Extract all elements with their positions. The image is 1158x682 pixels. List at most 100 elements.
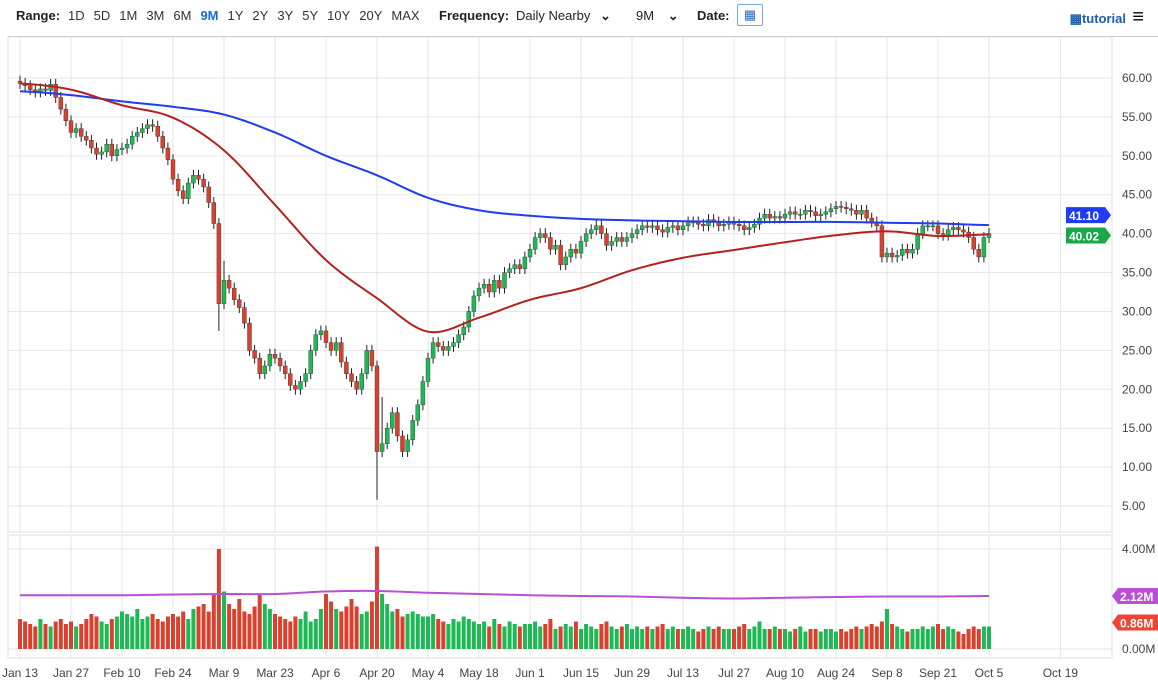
- volume-bar: [171, 614, 175, 649]
- volume-bar: [721, 629, 726, 649]
- candle-body: [578, 241, 584, 254]
- volume-bar: [191, 609, 196, 649]
- range-10y[interactable]: 10Y: [327, 8, 351, 23]
- candle-body: [497, 280, 502, 289]
- volume-bar: [844, 631, 849, 649]
- candle-body: [568, 249, 573, 258]
- volume-bar: [879, 621, 884, 649]
- candle-body: [808, 210, 813, 213]
- candle-body: [318, 330, 324, 336]
- volume-bar: [43, 624, 48, 649]
- candle-body: [53, 84, 58, 98]
- volume-bar: [762, 629, 767, 649]
- candle-body: [706, 219, 711, 227]
- calendar-icon[interactable]: ▦: [737, 4, 763, 26]
- hamburger-menu-icon[interactable]: ≡: [1132, 6, 1144, 28]
- range-3m[interactable]: 3M: [146, 8, 165, 23]
- volume-bar: [507, 621, 512, 649]
- volume-bar: [369, 601, 374, 649]
- volume-bar: [701, 629, 706, 649]
- range-5d[interactable]: 5D: [93, 8, 111, 23]
- tutorial-link[interactable]: ▦tutorial: [1070, 11, 1126, 27]
- volume-bar: [971, 626, 976, 649]
- candle-body: [283, 365, 288, 374]
- volume-bar: [400, 616, 405, 649]
- volume-bar: [308, 621, 313, 649]
- candle-body: [589, 229, 594, 234]
- volume-bar: [517, 626, 522, 649]
- candle-body: [594, 225, 599, 230]
- volume-bar: [533, 621, 538, 649]
- volume-bar: [910, 629, 915, 649]
- candle-body: [787, 211, 793, 215]
- range-1d[interactable]: 1D: [68, 8, 85, 23]
- candle-body: [772, 216, 777, 219]
- candle-body: [476, 287, 482, 297]
- range-20y[interactable]: 20Y: [359, 8, 383, 23]
- candle-body: [84, 136, 89, 141]
- candle-body: [135, 132, 140, 137]
- range-2y[interactable]: 2Y: [252, 8, 269, 23]
- candle-body: [517, 264, 522, 269]
- candle-body: [645, 225, 650, 228]
- period-dropdown[interactable]: 9M ⌄: [636, 8, 679, 24]
- candle-body: [155, 126, 160, 137]
- date-label: Date:: [697, 8, 730, 23]
- x-tick-label: Jun 29: [614, 666, 650, 680]
- range-1m[interactable]: 1M: [119, 8, 138, 23]
- candle-body: [915, 233, 920, 250]
- candle-body: [379, 443, 385, 452]
- volume-bar: [74, 626, 79, 649]
- range-6m[interactable]: 6M: [173, 8, 192, 23]
- candle-body: [798, 213, 803, 216]
- volume-bar: [630, 629, 634, 649]
- candle-body: [262, 365, 267, 374]
- candle-body: [293, 385, 298, 390]
- volume-bar: [803, 631, 808, 649]
- volume-bar: [79, 624, 84, 649]
- volume-bar: [981, 626, 986, 649]
- x-tick-label: Sep 21: [919, 666, 957, 680]
- volume-bar: [956, 631, 961, 649]
- candle-body: [859, 210, 864, 215]
- volume-bar: [477, 624, 481, 649]
- range-5y[interactable]: 5Y: [302, 8, 319, 23]
- range-1y[interactable]: 1Y: [227, 8, 244, 23]
- volume-bar: [273, 614, 277, 649]
- candle-body: [94, 147, 99, 155]
- toolbar: Range: 1D 5D 1M 3M 6M 9M 1Y 2Y 3Y 5Y 10Y 20Y MAX Fre…: [0, 0, 1158, 34]
- candle-body: [277, 357, 283, 367]
- candle-body: [288, 373, 293, 386]
- range-3y[interactable]: 3Y: [277, 8, 294, 23]
- candle-body: [583, 233, 589, 242]
- ma-red-line: [19, 82, 990, 334]
- range-max[interactable]: MAX: [391, 8, 420, 23]
- candle-body: [553, 245, 558, 250]
- candle-body: [451, 342, 456, 347]
- y-tick-label: 45.00: [1122, 188, 1152, 202]
- y-tick-label: 40.00: [1122, 227, 1152, 241]
- volume-bar: [53, 621, 58, 649]
- candle-body: [119, 147, 125, 150]
- last-price-tag-bg: [1066, 227, 1111, 244]
- frequency-dropdown[interactable]: Daily Nearby ⌄: [516, 8, 611, 24]
- volume-bar: [915, 629, 920, 649]
- y-tick-label: 35.00: [1122, 266, 1152, 280]
- candle-body: [757, 217, 762, 225]
- candle-body: [691, 221, 696, 224]
- volume-bar: [120, 611, 124, 649]
- volume-bar: [777, 629, 782, 649]
- candle-body: [844, 206, 849, 209]
- range-9m[interactable]: 9M: [200, 8, 219, 23]
- volume-bar: [441, 621, 446, 649]
- last-volume-tag: 0.86M: [1112, 614, 1158, 631]
- candle-body: [793, 211, 798, 215]
- volume-bar: [354, 606, 359, 649]
- volume-bar: [58, 619, 63, 649]
- x-tick-label: Jun 15: [563, 666, 599, 680]
- candle-body: [466, 311, 471, 328]
- candle-body: [640, 225, 645, 230]
- candle-body: [563, 256, 568, 265]
- volume-bar: [247, 614, 252, 649]
